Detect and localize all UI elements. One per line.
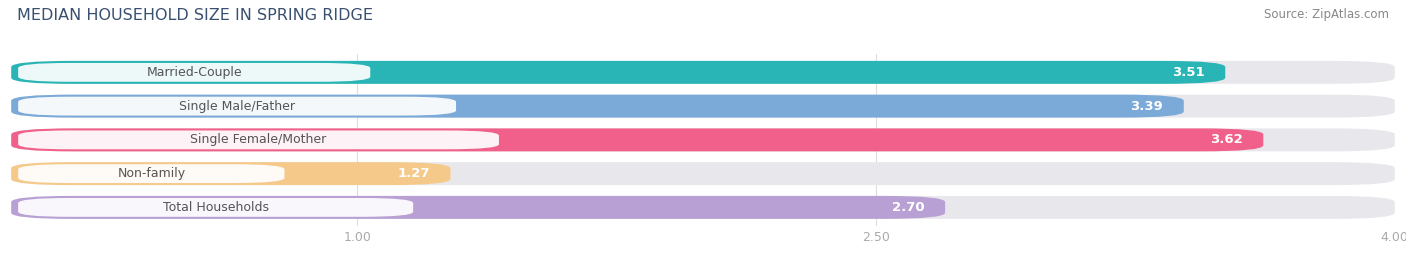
FancyBboxPatch shape [18, 97, 456, 115]
FancyBboxPatch shape [11, 196, 1395, 219]
FancyBboxPatch shape [11, 61, 1395, 84]
Text: Single Female/Mother: Single Female/Mother [190, 133, 326, 146]
FancyBboxPatch shape [11, 128, 1395, 151]
Text: Married-Couple: Married-Couple [146, 66, 242, 79]
FancyBboxPatch shape [11, 162, 450, 185]
FancyBboxPatch shape [11, 128, 1264, 151]
Text: Single Male/Father: Single Male/Father [179, 100, 295, 113]
Text: Total Households: Total Households [163, 201, 269, 214]
FancyBboxPatch shape [18, 63, 370, 82]
Text: MEDIAN HOUSEHOLD SIZE IN SPRING RIDGE: MEDIAN HOUSEHOLD SIZE IN SPRING RIDGE [17, 8, 373, 23]
FancyBboxPatch shape [11, 95, 1184, 118]
Text: 3.62: 3.62 [1209, 133, 1243, 146]
Text: 3.51: 3.51 [1171, 66, 1205, 79]
Text: 1.27: 1.27 [398, 167, 430, 180]
Text: 3.39: 3.39 [1130, 100, 1163, 113]
Text: Source: ZipAtlas.com: Source: ZipAtlas.com [1264, 8, 1389, 21]
FancyBboxPatch shape [18, 164, 284, 183]
Text: 2.70: 2.70 [891, 201, 924, 214]
FancyBboxPatch shape [11, 196, 945, 219]
FancyBboxPatch shape [11, 162, 1395, 185]
FancyBboxPatch shape [18, 198, 413, 217]
FancyBboxPatch shape [18, 130, 499, 149]
FancyBboxPatch shape [11, 61, 1225, 84]
FancyBboxPatch shape [11, 95, 1395, 118]
Text: Non-family: Non-family [117, 167, 186, 180]
